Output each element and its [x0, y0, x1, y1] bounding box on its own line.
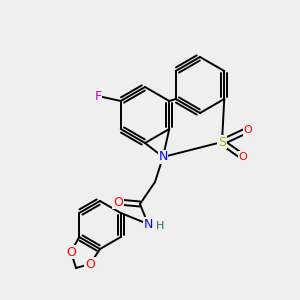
Text: O: O — [66, 245, 76, 259]
Text: S: S — [218, 136, 226, 148]
Text: O: O — [85, 257, 95, 271]
Text: O: O — [244, 125, 252, 135]
Text: O: O — [113, 196, 123, 208]
Text: N: N — [158, 151, 168, 164]
Text: F: F — [94, 89, 102, 103]
Text: O: O — [238, 152, 247, 162]
Text: N: N — [143, 218, 153, 230]
Text: H: H — [156, 221, 164, 231]
